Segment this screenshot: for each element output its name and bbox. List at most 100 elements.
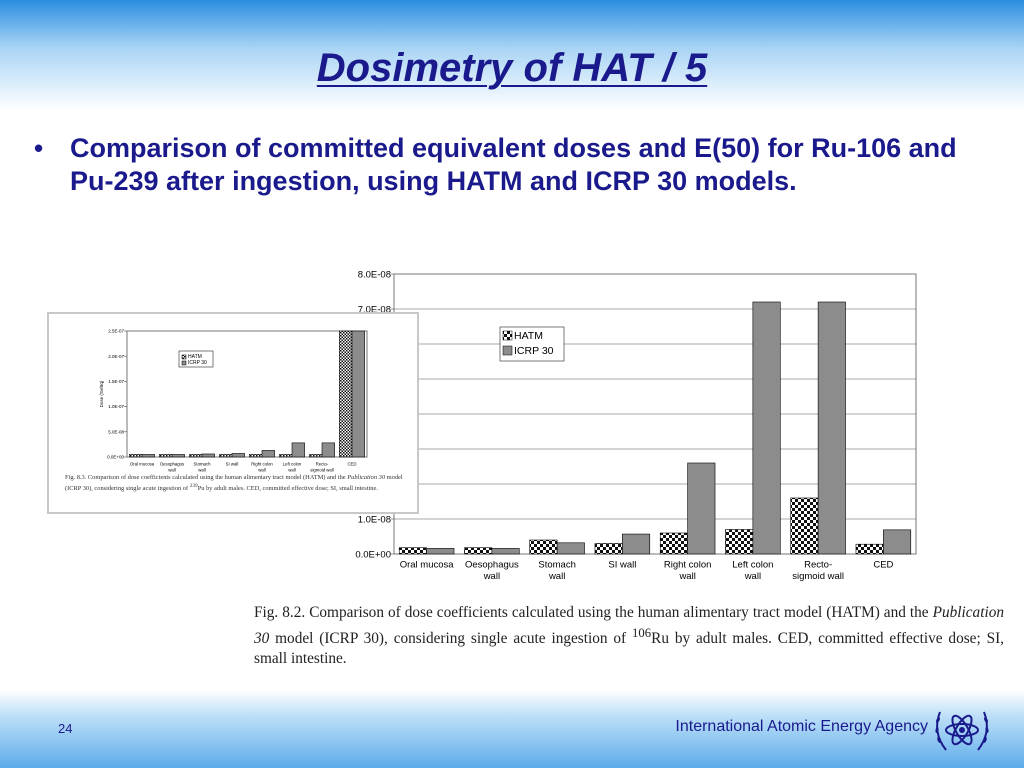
x-category-label: CED [347, 461, 356, 466]
ru106-figure-caption: Fig. 8.2. Comparison of dose coefficient… [254, 603, 1004, 669]
x-category-label: wall [168, 468, 175, 473]
bullet-text: Comparison of committed equivalent doses… [70, 133, 957, 196]
legend-swatch-icrp30 [181, 360, 187, 366]
y-tick-label: 5.0E-08 [108, 429, 124, 434]
ru106-dose-chart: 0.0E+00 1.0E-08 7.0E-08 8.0E-08 Oral mucosa O… [355, 269, 917, 582]
bar-icrp30 [622, 533, 651, 555]
bar-hatm [398, 547, 427, 555]
legend-swatch-hatm [181, 354, 187, 360]
x-category-label: Left colon [732, 560, 773, 571]
bar-hatm [855, 543, 884, 555]
legend-label: HATM [514, 330, 543, 342]
footer-org-name: International Atomic Energy Agency [675, 718, 928, 735]
caption-italic: Publication 30 [347, 474, 386, 481]
bar-hatm [464, 547, 493, 555]
caption-superscript: 239 [189, 483, 198, 489]
bar-icrp30 [171, 454, 185, 458]
bar-hatm [529, 539, 558, 555]
x-category-label: Oesophagus [465, 560, 519, 571]
bullet-point: • Comparison of committed equivalent dos… [34, 132, 984, 198]
bar-hatm [129, 454, 143, 458]
caption-text: Pu by adult males. CED, committed effect… [197, 485, 378, 493]
bar-hatm [790, 497, 819, 555]
bar-icrp30 [141, 454, 155, 458]
caption-italic: Publication 30 [254, 604, 1004, 648]
x-category-label: wall [678, 571, 695, 582]
x-category-label: Left colon [283, 461, 302, 466]
x-category-label: wall [258, 468, 265, 473]
bar-hatm [309, 454, 323, 458]
caption-text: Ru by adult males. CED, committed effect… [254, 630, 1004, 668]
bullet-dot-icon: • [34, 133, 44, 163]
legend-label: ICRP 30 [188, 360, 207, 366]
pu239-figure-caption: Fig. 8.3. Comparison of dose coefficient… [65, 474, 415, 493]
pu239-dose-chart: 0.0E+00 5.0E-08 1.0E-07 1.5E-07 2.0E-07 2.5E-… [99, 329, 368, 473]
bar-icrp30 [321, 442, 335, 458]
bar-icrp30 [291, 442, 305, 458]
x-category-label: Stomach [538, 560, 576, 571]
x-category-label: Right colon [664, 560, 712, 571]
x-category-label: sigmoid wall [792, 571, 844, 582]
bar-icrp30 [817, 301, 846, 555]
caption-text: Fig. 8.3. Comparison of dose coefficient… [65, 474, 348, 481]
bar-icrp30 [261, 450, 275, 458]
bar-hatm [594, 543, 623, 555]
x-category-label: SI wall [608, 560, 636, 571]
x-category-label: Oral mucosa [400, 560, 455, 571]
x-category-label: Oesophagus [160, 461, 184, 466]
bar-hatm [279, 454, 293, 458]
caption-text: model (ICRP 30), considering single acut… [65, 474, 403, 493]
bar-hatm [159, 454, 173, 458]
x-category-label: Recto- [804, 560, 832, 571]
bar-icrp30 [491, 548, 520, 555]
x-category-label: wall [288, 468, 295, 473]
bar-icrp30 [687, 462, 716, 555]
caption-superscript: 106 [632, 626, 652, 640]
x-category-label: wall [548, 571, 565, 582]
y-tick-label: 0.0E+00 [355, 549, 391, 560]
caption-text: model (ICRP 30), considering single acut… [269, 630, 632, 648]
bar-icrp30 [426, 548, 455, 555]
legend-box [178, 350, 214, 368]
bar-icrp30 [883, 529, 912, 555]
x-category-label: wall [744, 571, 761, 582]
y-tick-label: 8.0E-08 [358, 269, 391, 280]
bar-icrp30 [752, 301, 781, 555]
legend-label: ICRP 30 [514, 345, 554, 357]
bar-hatm [725, 529, 754, 555]
bar-hatm [219, 454, 233, 458]
slide-title: Dosimetry of HAT / 5 [316, 46, 708, 90]
x-category-label: CED [873, 560, 893, 571]
page-number: 24 [58, 721, 73, 736]
bar-icrp30 [231, 453, 245, 458]
bar-hatm [249, 454, 263, 458]
bar-icrp30 [201, 453, 215, 458]
y-tick-label: 1.0E-08 [358, 514, 391, 525]
legend-swatch-hatm [502, 330, 513, 341]
y-tick-label: 1.5E-07 [108, 379, 124, 384]
legend-label: HATM [188, 354, 202, 360]
caption-text: Fig. 8.2. Comparison of dose coefficient… [254, 604, 933, 621]
y-tick-label: 0.0E+00 [107, 455, 124, 460]
x-category-label: Oral mucosa [130, 461, 155, 466]
x-category-label: Right colon [251, 461, 273, 466]
pu239-inset-figure: 0.0E+00 5.0E-08 1.0E-07 1.5E-07 2.0E-07 2.5E-… [47, 312, 419, 514]
x-category-label: Stomach [194, 461, 212, 466]
bar-hatm [339, 330, 353, 458]
legend-swatch-icrp30 [502, 345, 513, 356]
x-category-label: SI wall [226, 461, 239, 466]
y-tick-label: 2.5E-07 [108, 329, 124, 334]
chart-legend: HATM ICRP 30 [499, 326, 565, 362]
bar-icrp30 [556, 542, 585, 555]
x-category-label: wall [483, 571, 500, 582]
iaea-logo-icon [935, 711, 989, 751]
x-category-label: Recto- [316, 461, 329, 466]
bar-icrp30 [351, 330, 365, 458]
y-tick-label: 1.0E-07 [108, 404, 124, 409]
plot-area [126, 330, 368, 458]
bar-hatm [189, 454, 203, 458]
bar-hatm [659, 532, 688, 555]
x-category-label: wall [198, 468, 205, 473]
y-axis-label: Dose (Sv/Bq) [99, 380, 104, 407]
